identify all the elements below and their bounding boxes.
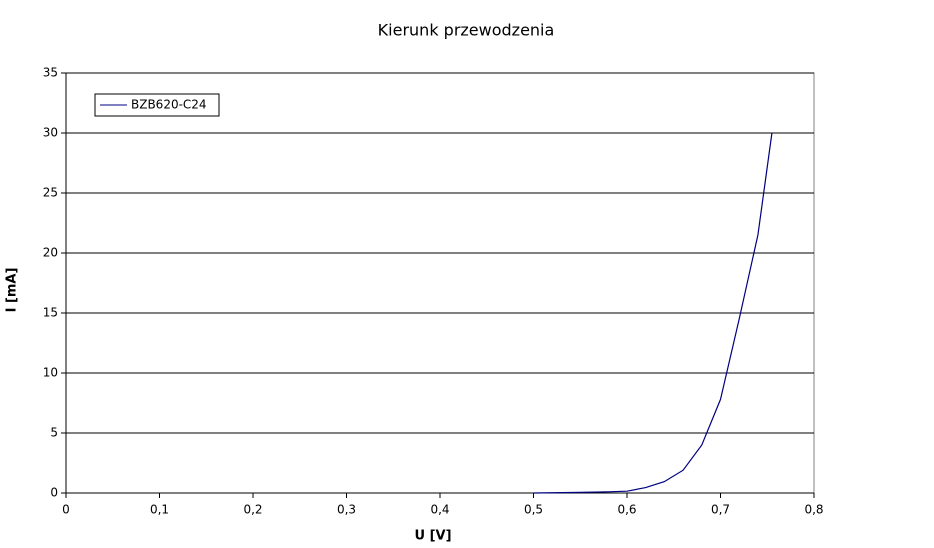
- y-tick-label: 25: [43, 186, 58, 200]
- x-tick-label: 0,5: [524, 503, 543, 517]
- chart-title: Kierunk przewodzenia: [378, 21, 555, 40]
- x-tick-label: 0,6: [617, 503, 636, 517]
- series-line: [533, 132, 773, 494]
- x-axis-label: U [V]: [414, 529, 451, 544]
- x-tick-label: 0,7: [711, 503, 730, 517]
- x-tick-label: 0,2: [243, 503, 262, 517]
- y-tick-label: 30: [43, 126, 58, 140]
- y-tick-label: 35: [43, 66, 58, 80]
- y-tick-label: 0: [50, 486, 58, 500]
- plot-area: [65, 72, 815, 494]
- y-tick-label: 5: [50, 426, 58, 440]
- y-axis-label: I [mA]: [5, 268, 20, 313]
- legend-label: BZB620-C24: [131, 98, 207, 112]
- y-tick-label: 20: [43, 246, 58, 260]
- x-tick-label: 0,3: [337, 503, 356, 517]
- x-tick-label: 0,1: [150, 503, 169, 517]
- legend-box: [94, 93, 220, 117]
- x-tick-label: 0: [62, 503, 70, 517]
- y-tick-label: 10: [43, 366, 58, 380]
- y-tick-label: 15: [43, 306, 58, 320]
- x-tick-label: 0,4: [430, 503, 449, 517]
- x-tick-label: 0,8: [804, 503, 823, 517]
